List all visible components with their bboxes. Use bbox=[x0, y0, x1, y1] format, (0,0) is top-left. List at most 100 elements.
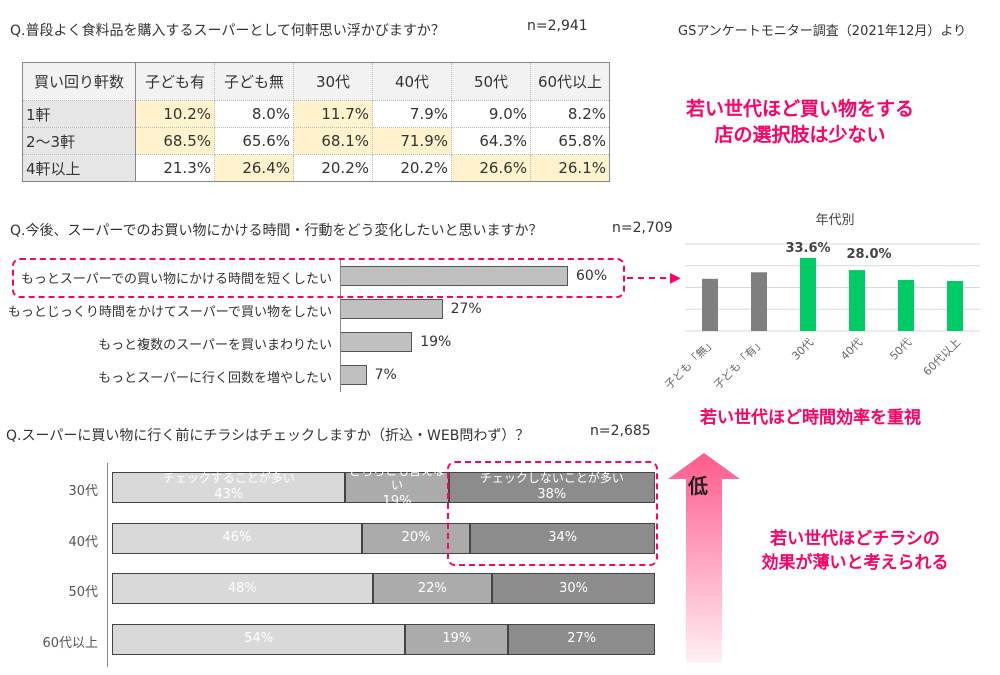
stack-segment: 54% bbox=[112, 623, 406, 655]
stack-segment: 34% bbox=[470, 522, 655, 554]
table-header-cell: 30代 bbox=[293, 62, 373, 101]
table-header-cell: 子ども無 bbox=[214, 62, 294, 101]
row-label: 4軒以上 bbox=[22, 154, 136, 182]
hbar-bar bbox=[340, 332, 413, 352]
series-name: チェックしないことが多い bbox=[479, 470, 624, 485]
hbar-value: 27% bbox=[450, 301, 482, 317]
mini-value: 28.0% bbox=[846, 247, 891, 262]
stack-row: 54% 19% 27% bbox=[112, 623, 655, 655]
table-cell: 7.9% bbox=[372, 100, 452, 128]
q3-n: n=2,685 bbox=[590, 423, 651, 439]
arrow-up-icon bbox=[668, 453, 740, 663]
mini-bar bbox=[898, 279, 914, 331]
segment-value: 20% bbox=[401, 530, 431, 546]
table-cell: 71.9% bbox=[372, 127, 452, 155]
stack-row-label: 30代 bbox=[68, 484, 98, 499]
table-header-cell: 40代 bbox=[372, 62, 452, 101]
hbar-bar bbox=[340, 365, 367, 385]
table-cell: 26.4% bbox=[214, 154, 294, 182]
table-cell: 68.1% bbox=[293, 127, 373, 155]
stack-segment: どちらとも言えない 19% bbox=[345, 464, 449, 509]
hbar-label: もっとじっくり時間をかけてスーパーで買い物をしたい bbox=[7, 305, 332, 320]
hbar-label: もっとスーパーに行く回数を増やしたい bbox=[98, 371, 332, 386]
arrow-right-icon: ▶ bbox=[670, 270, 681, 286]
stack-axis bbox=[107, 463, 108, 667]
stack-row: チェックすることが多い 43% どちらとも言えない 19% チェックしないことが多い 38… bbox=[112, 464, 655, 509]
hbar-label: もっとスーパーでの買い物にかける時間を短くしたい bbox=[20, 272, 332, 287]
table-cell: 20.2% bbox=[372, 154, 452, 182]
mini-tick: 40代 bbox=[838, 336, 865, 363]
table-row: 2～3軒 68.5% 65.6% 68.1% 71.9% 64.3% 65.8% bbox=[22, 127, 610, 155]
series-name: どちらとも言えない bbox=[349, 463, 446, 492]
arrow-label: 低 bbox=[688, 474, 708, 498]
series-name: チェックすることが多い bbox=[162, 470, 295, 485]
callout-3-line1: 若い世代ほどチラシの bbox=[770, 529, 940, 549]
mini-bar bbox=[849, 270, 865, 331]
mini-title: 年代別 bbox=[815, 213, 854, 228]
segment-value: 27% bbox=[567, 631, 597, 647]
hbar-label: もっと複数のスーパーを買いまわりたい bbox=[98, 338, 332, 353]
mini-bar bbox=[947, 280, 963, 331]
stack-segment: 22% bbox=[372, 573, 493, 604]
stack-row-label: 40代 bbox=[68, 534, 98, 550]
highlight-box-1 bbox=[12, 258, 625, 298]
table-cell: 64.3% bbox=[451, 127, 531, 155]
row-label: 1軒 bbox=[22, 100, 136, 128]
table-header-cell: 子ども有 bbox=[135, 62, 215, 101]
table-header-cell: 買い回り軒数 bbox=[22, 62, 136, 101]
mini-bar bbox=[702, 278, 718, 331]
mini-tick: 60代以上 bbox=[921, 336, 963, 378]
table-cell: 11.7% bbox=[293, 100, 373, 128]
callout-1: 若い世代ほど買い物をする 店の選択肢は少ない bbox=[660, 96, 940, 148]
row-label: 2～3軒 bbox=[22, 127, 136, 155]
stack-segment: 27% bbox=[508, 623, 655, 655]
hbar-value: 7% bbox=[374, 367, 397, 383]
table-cell: 10.2% bbox=[135, 100, 215, 128]
shops-table: 買い回り軒数 子ども有 子ども無 30代 40代 50代 60代以上 1軒 10.2% 8.0% 1… bbox=[22, 62, 610, 182]
segment-value: 19% bbox=[382, 493, 412, 509]
dashed-connector bbox=[627, 277, 677, 279]
mini-value: 33.6% bbox=[785, 241, 830, 256]
q2-title: Q.今後、スーパーでのお買い物にかける時間・行動をどう変化したいと思いますか？ bbox=[10, 223, 543, 239]
segment-value: 48% bbox=[227, 580, 257, 596]
table-cell: 9.0% bbox=[451, 100, 531, 128]
highlight-box-2 bbox=[447, 461, 658, 566]
stack-segment: 20% bbox=[361, 522, 471, 554]
segment-value: 46% bbox=[222, 530, 252, 546]
mini-tick: 子ども「無」 bbox=[662, 335, 719, 392]
source-note: GSアンケートモニター調査（2021年12月）より bbox=[678, 24, 967, 39]
table-cell: 65.6% bbox=[214, 127, 294, 155]
callout-2: 若い世代ほど時間効率を重視 bbox=[700, 408, 921, 428]
stack-segment: 19% bbox=[405, 623, 509, 655]
table-cell: 8.2% bbox=[530, 100, 610, 128]
stack-segment: チェックしないことが多い 38% bbox=[448, 470, 655, 503]
stack-segment: チェックすることが多い 43% bbox=[112, 470, 346, 503]
callout-3-line2: 効果が薄いと考えられる bbox=[761, 553, 949, 573]
table-cell: 21.3% bbox=[135, 154, 215, 182]
segment-value: 22% bbox=[417, 580, 447, 596]
table-cell: 68.5% bbox=[135, 127, 215, 155]
mini-tick: 30代 bbox=[789, 336, 816, 363]
table-header-cell: 60代以上 bbox=[530, 62, 610, 101]
segment-value: 19% bbox=[442, 631, 472, 647]
mini-bar bbox=[800, 257, 816, 331]
hbar-value: 60% bbox=[576, 268, 608, 284]
callout-3: 若い世代ほどチラシの 効果が薄いと考えられる bbox=[740, 527, 970, 575]
q2-n: n=2,709 bbox=[612, 220, 673, 236]
q1-n: n=2,941 bbox=[527, 18, 588, 34]
segment-value: 30% bbox=[559, 580, 588, 596]
table-header-cell: 50代 bbox=[451, 62, 531, 101]
segment-value: 34% bbox=[548, 530, 578, 546]
stack-row-label: 50代 bbox=[68, 585, 98, 600]
mini-tick: 子ども「有」 bbox=[711, 335, 768, 392]
table-cell: 65.8% bbox=[530, 127, 610, 155]
callout-1-line1: 若い世代ほど買い物をする bbox=[685, 98, 914, 120]
mini-tick: 50代 bbox=[887, 336, 914, 363]
table-row: 4軒以上 21.3% 26.4% 20.2% 20.2% 26.6% 26.1% bbox=[22, 154, 610, 182]
stack-segment: 48% bbox=[112, 573, 373, 604]
table-row: 1軒 10.2% 8.0% 11.7% 7.9% 9.0% 8.2% bbox=[22, 100, 610, 128]
hbar-axis bbox=[340, 260, 341, 392]
stack-segment: 30% bbox=[492, 573, 655, 604]
table-cell: 8.0% bbox=[214, 100, 294, 128]
q1-title: Q.普段よく食料品を購入するスーパーとして何軒思い浮かびますか？ bbox=[10, 23, 445, 39]
